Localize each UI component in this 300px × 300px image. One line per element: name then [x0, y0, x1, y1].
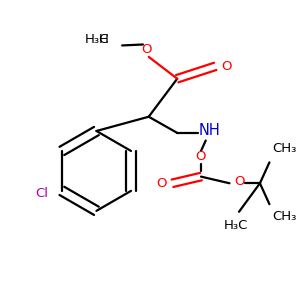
Text: O: O	[156, 177, 166, 190]
Text: CH₃: CH₃	[272, 210, 297, 223]
Text: O: O	[234, 175, 244, 188]
Text: H: H	[99, 33, 109, 46]
Text: NH: NH	[199, 124, 220, 139]
Text: Cl: Cl	[36, 187, 49, 200]
Text: O: O	[142, 43, 152, 56]
Text: O: O	[221, 60, 232, 73]
Text: H₃C: H₃C	[224, 219, 248, 232]
Text: O: O	[195, 150, 205, 163]
Text: CH₃: CH₃	[272, 142, 297, 155]
Text: H₃C: H₃C	[84, 33, 109, 46]
